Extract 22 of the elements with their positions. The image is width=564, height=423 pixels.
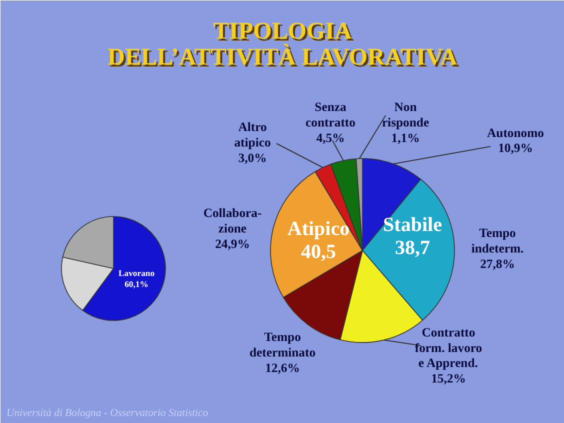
slice-label: Tempo indeterm.	[471, 226, 524, 256]
slice-label: Contratto form. lavoro e Apprend.	[414, 325, 482, 370]
slice-label: Altro atipico	[234, 120, 271, 150]
slice-label: Tempo determinato	[249, 330, 316, 360]
slice-label: Lavorano	[118, 268, 155, 278]
data-label: 27,8%	[480, 256, 515, 271]
slice-label: Collabora- zione	[203, 206, 262, 236]
data-label: 4,5%	[316, 130, 345, 145]
text: Atipico 40,5	[287, 218, 350, 264]
slice-label: Senza contratto	[306, 100, 356, 130]
data-label: 1,1%	[391, 130, 420, 145]
text: Università di Bologna - Osservatorio Statistico	[6, 408, 209, 419]
text: Stabile 38,7	[383, 214, 442, 260]
data-label: 24,9%	[215, 236, 250, 251]
chart-title: TIPOLOGIA DELL’ATTIVITÀ LAVORATIVA	[110, 20, 460, 72]
data-label: 60,1%	[124, 279, 148, 289]
slice-label: Non risponde	[382, 100, 430, 130]
data-label: 3,0%	[238, 150, 267, 165]
slice-label: Autonomo	[487, 126, 544, 140]
data-label: 15,2%	[431, 372, 466, 386]
data-label: 12,6%	[265, 360, 300, 375]
data-label: 10,9%	[498, 141, 533, 156]
